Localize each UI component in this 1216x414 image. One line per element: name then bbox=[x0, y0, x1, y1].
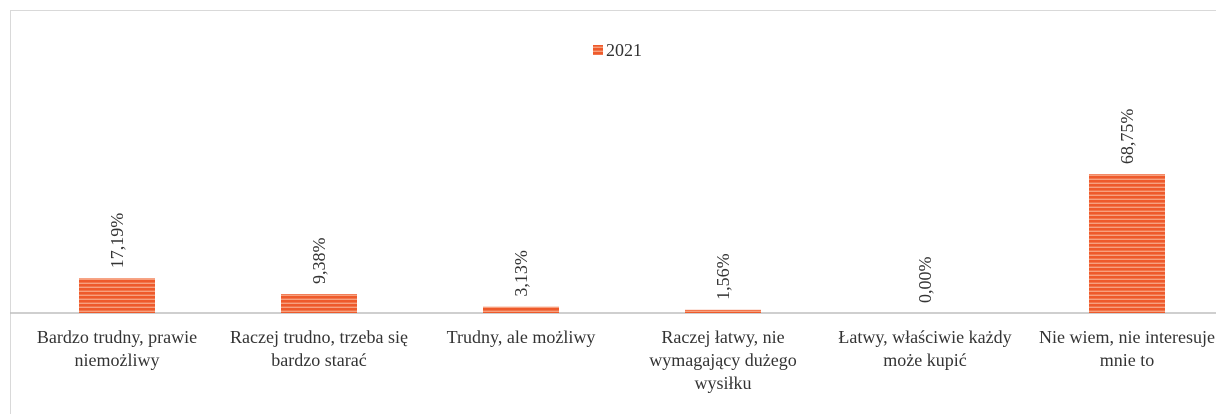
bar bbox=[685, 309, 761, 313]
legend-label: 2021 bbox=[606, 40, 642, 60]
value-label: 68,75% bbox=[1117, 109, 1137, 165]
legend-swatch bbox=[593, 45, 603, 55]
bar bbox=[281, 294, 357, 313]
value-label: 9,38% bbox=[309, 238, 329, 285]
x-tick-label: Bardzo trudny, prawie niemożliwy bbox=[36, 327, 198, 370]
chart-border bbox=[10, 10, 1216, 414]
x-tick-label: Trudny, ale możliwy bbox=[446, 327, 596, 347]
value-label: 17,19% bbox=[107, 213, 127, 269]
value-label: 1,56% bbox=[713, 253, 733, 300]
x-tick-label: Raczej trudno, trzeba się bardzo starać bbox=[230, 327, 408, 370]
value-label: 3,13% bbox=[511, 250, 531, 297]
bar bbox=[79, 278, 155, 313]
x-tick-label: Raczej łatwy, nie wymagający dużego wysi… bbox=[649, 327, 797, 393]
value-label: 0,00% bbox=[915, 257, 935, 304]
bar bbox=[483, 306, 559, 313]
x-tick-label: Łatwy, właściwie każdy może kupić bbox=[838, 327, 1012, 370]
bar bbox=[1089, 174, 1165, 313]
x-tick-label: Nie wiem, nie interesuje mnie to bbox=[1039, 327, 1215, 370]
